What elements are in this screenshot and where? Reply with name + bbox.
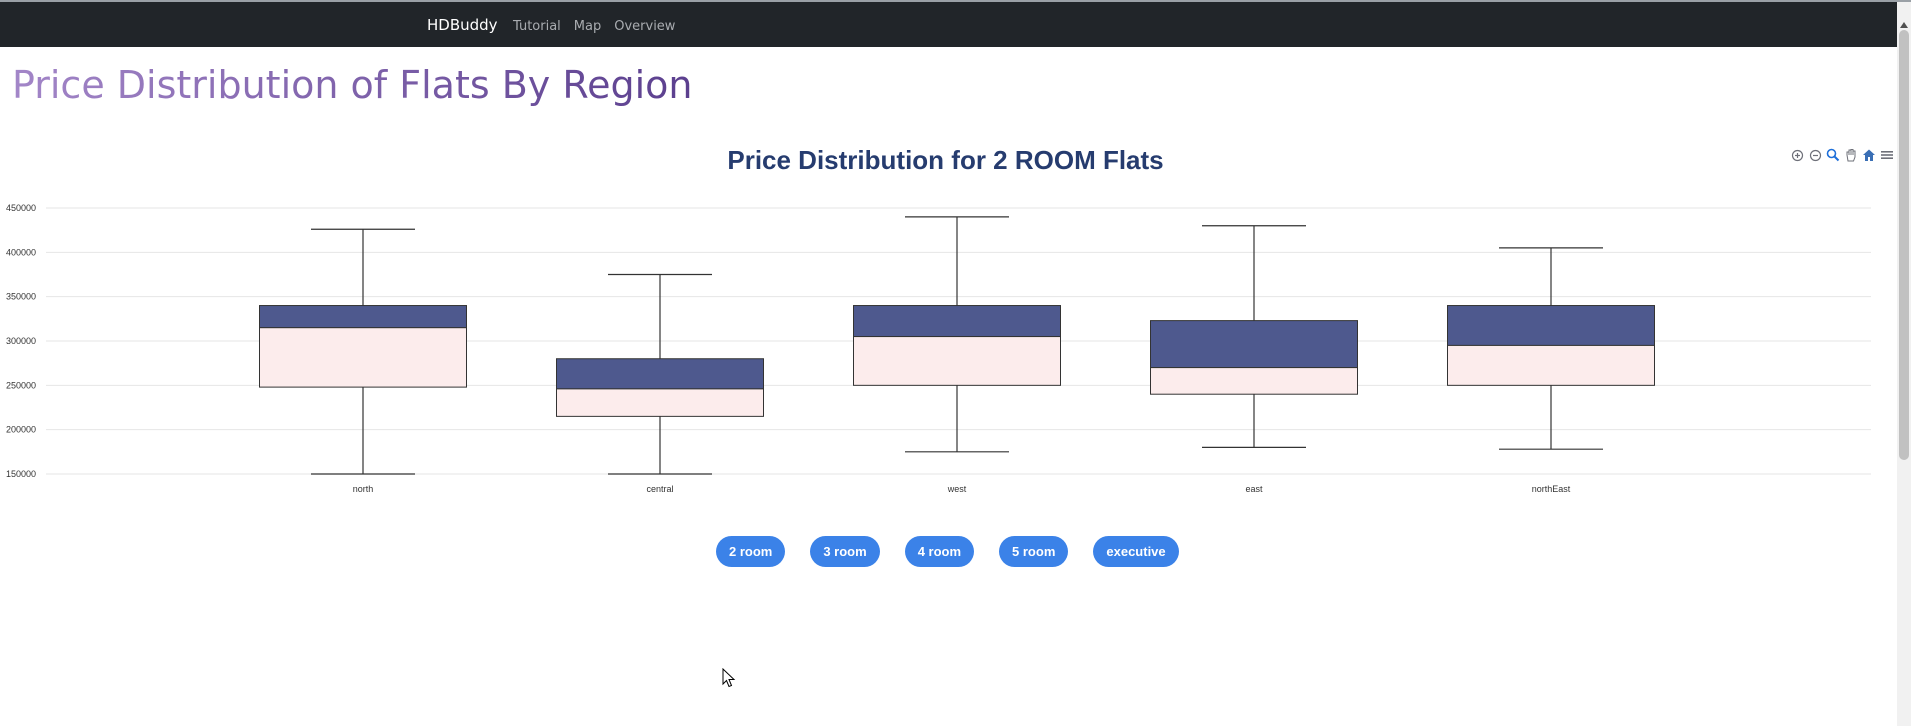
y-tick-label: 350000	[6, 292, 36, 302]
box-upper-north	[259, 305, 467, 329]
box-upper-west	[853, 305, 1061, 338]
box-lower-northEast	[1447, 344, 1655, 386]
vertical-scrollbar[interactable]	[1897, 2, 1911, 726]
x-tick-label: northEast	[1532, 484, 1571, 494]
box-upper-northEast	[1447, 305, 1655, 346]
home-reset-icon[interactable]	[1862, 148, 1876, 162]
room-5-button[interactable]: 5 room	[999, 536, 1069, 567]
nav-links: Tutorial Map Overview	[513, 19, 675, 34]
y-tick-label: 150000	[6, 469, 36, 479]
nav-link-map[interactable]: Map	[573, 19, 602, 34]
y-tick-label: 450000	[6, 203, 36, 213]
room-type-buttons: 2 room 3 room 4 room 5 room executive	[716, 536, 1179, 567]
box-upper-central	[556, 358, 764, 390]
menu-icon[interactable]	[1880, 148, 1894, 162]
scroll-up-arrow-icon[interactable]	[1900, 22, 1908, 28]
box-lower-north	[259, 327, 467, 388]
boxplot-chart: 150000 200000 250000 300000 350000 400000 4500…	[6, 203, 1871, 494]
y-tick-label: 400000	[6, 247, 36, 257]
navbar: HDBuddy Tutorial Map Overview	[0, 2, 1897, 47]
room-2-button[interactable]: 2 room	[716, 536, 786, 567]
mouse-cursor-icon	[722, 668, 736, 688]
x-tick-label: central	[646, 484, 673, 494]
nav-link-tutorial[interactable]: Tutorial	[513, 19, 561, 34]
y-tick-label: 200000	[6, 425, 36, 435]
box-upper-east	[1150, 320, 1358, 369]
room-4-button[interactable]: 4 room	[904, 536, 975, 567]
nav-link-overview[interactable]: Overview	[614, 19, 676, 34]
executive-button[interactable]: executive	[1093, 536, 1179, 567]
zoom-out-icon[interactable]	[1808, 148, 1822, 162]
window-top-border	[0, 0, 1911, 2]
room-3-button[interactable]: 3 room	[810, 536, 880, 567]
y-tick-label: 250000	[6, 380, 36, 390]
scrollbar-thumb[interactable]	[1899, 30, 1909, 460]
zoom-in-icon[interactable]	[1790, 148, 1804, 162]
chart-title: Price Distribution for 2 ROOM Flats	[727, 145, 1164, 175]
y-tick-label: 300000	[6, 336, 36, 346]
chart-toolbar	[1790, 148, 1894, 162]
box-lower-central	[556, 388, 764, 417]
x-tick-label: east	[1245, 484, 1263, 494]
brand-link[interactable]: HDBuddy	[427, 16, 498, 34]
x-tick-label: north	[353, 484, 374, 494]
pan-hand-icon[interactable]	[1844, 148, 1858, 162]
page-title: Price Distribution of Flats By Region	[12, 60, 692, 110]
selection-zoom-icon[interactable]	[1826, 148, 1840, 162]
box-lower-east	[1150, 367, 1358, 395]
x-tick-label: west	[947, 484, 967, 494]
box-lower-west	[853, 336, 1061, 386]
